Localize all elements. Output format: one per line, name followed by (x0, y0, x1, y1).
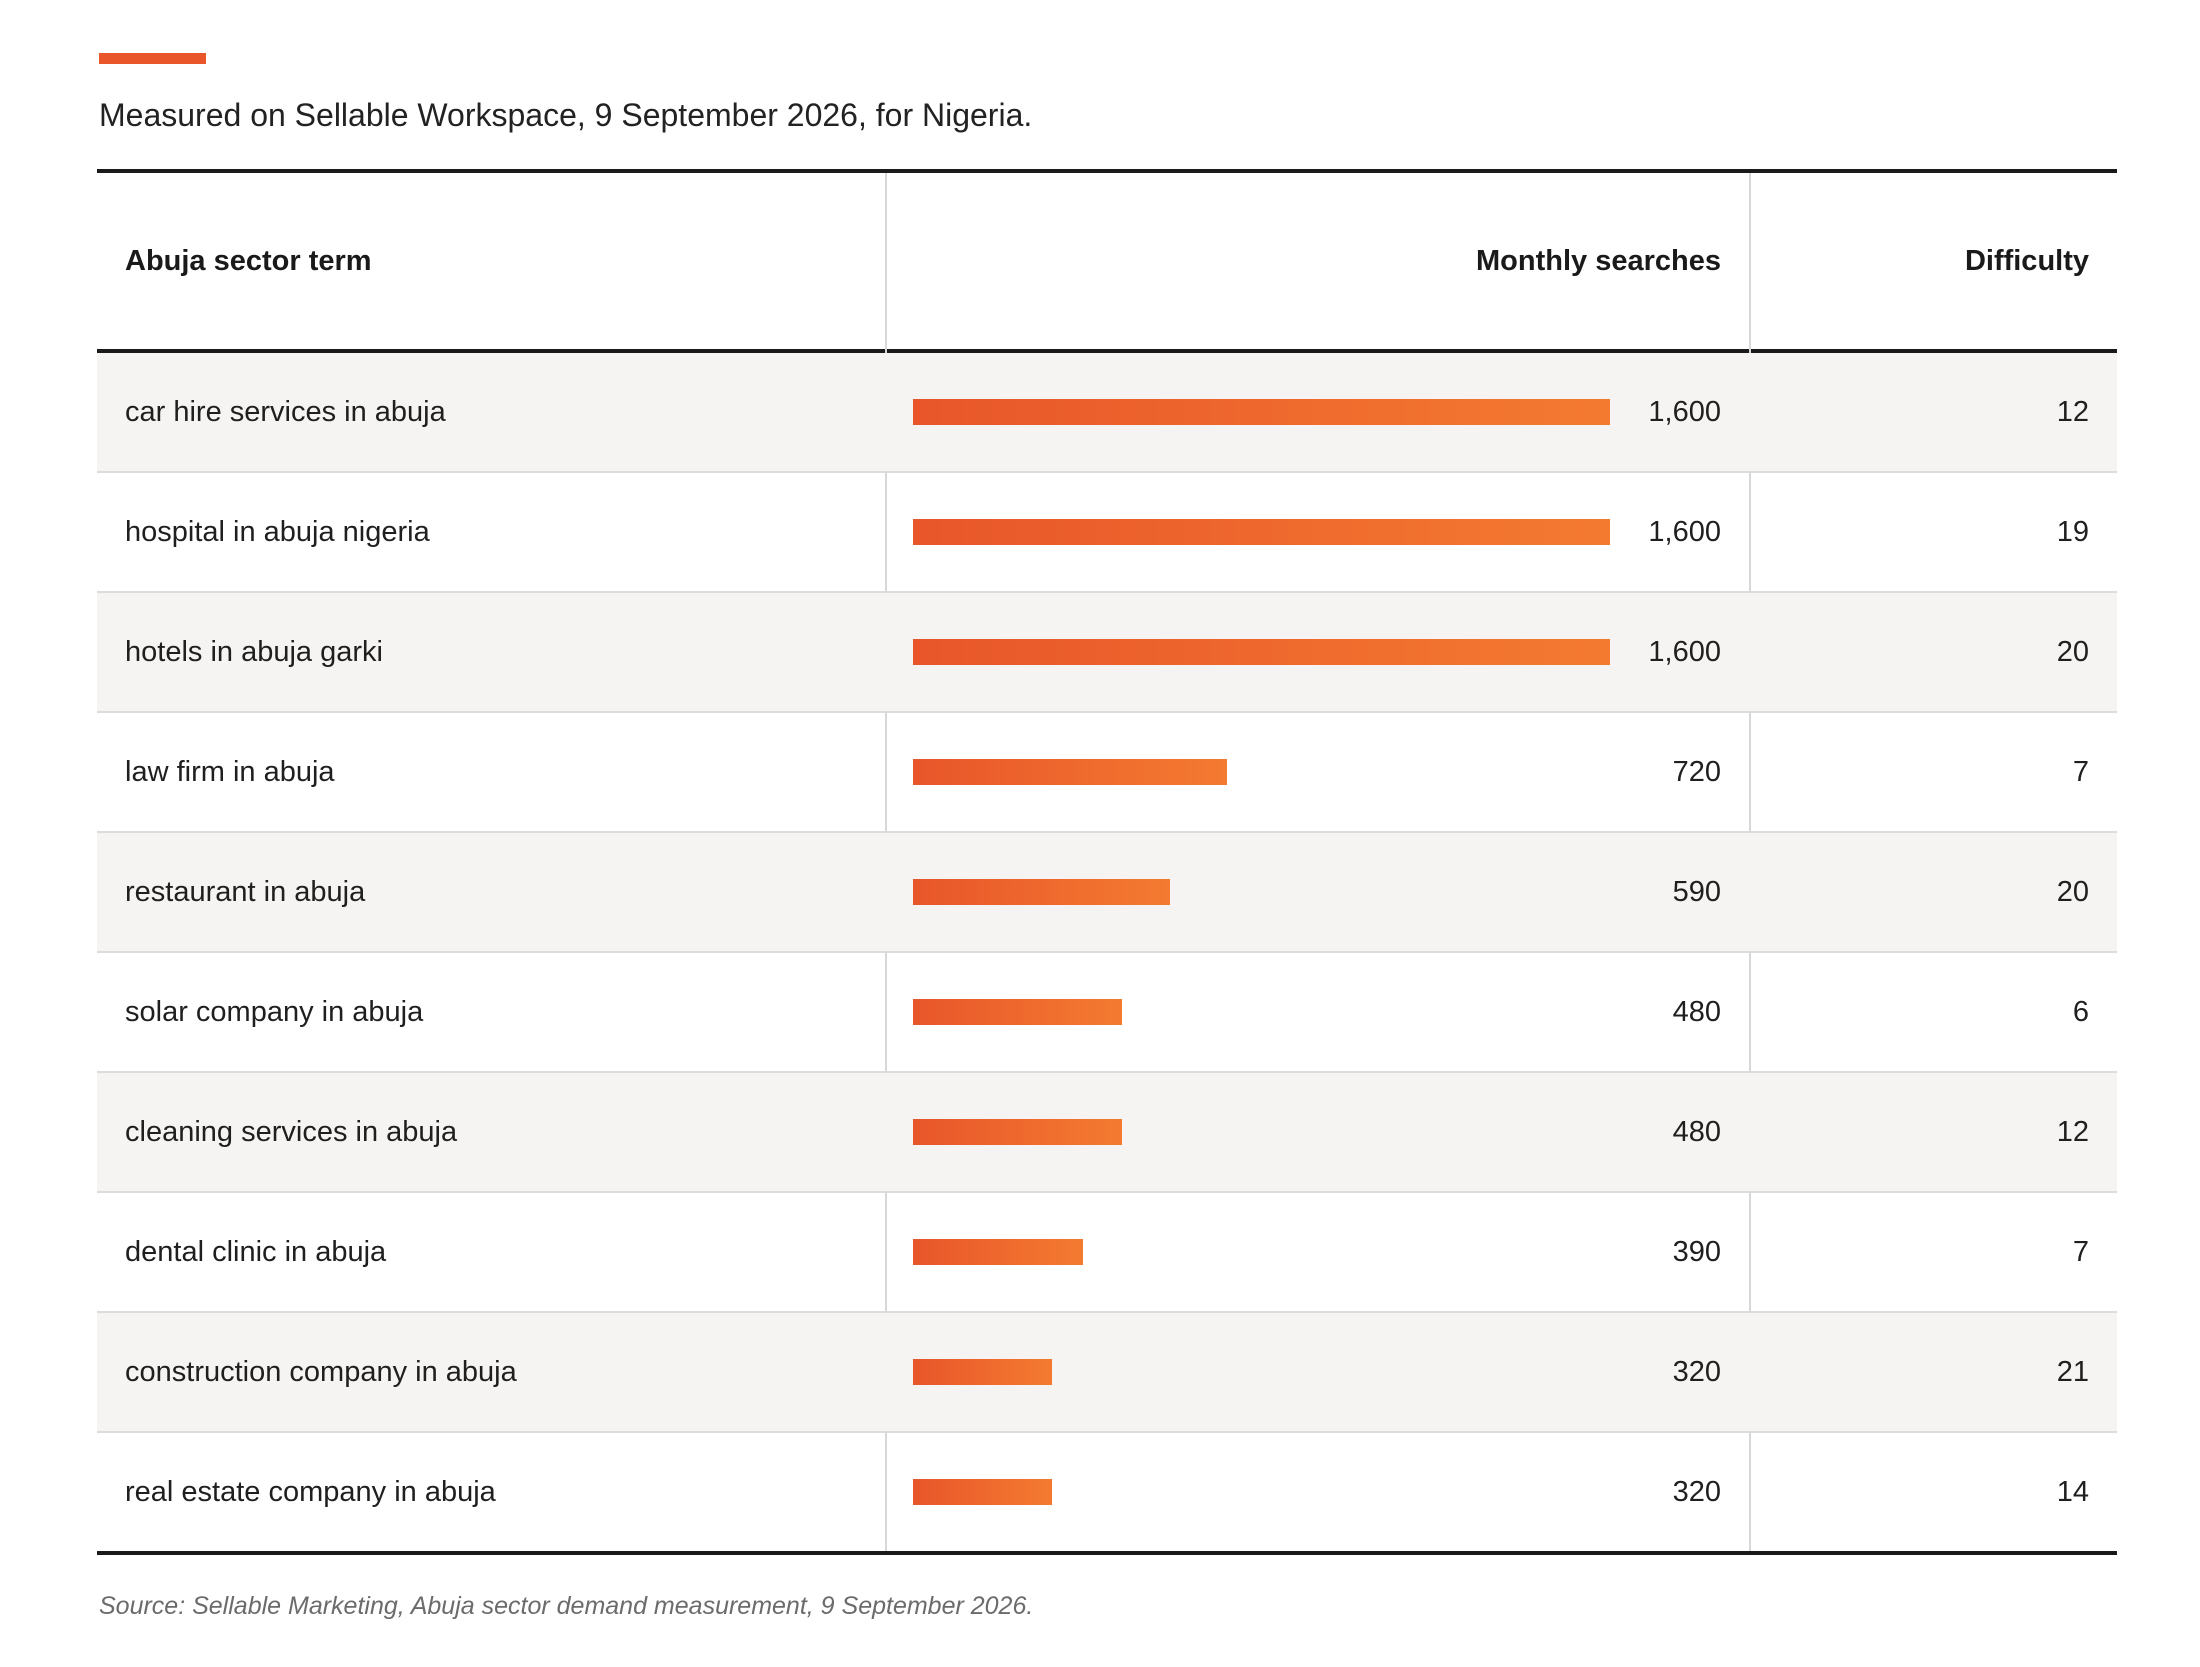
searches-bar (913, 1479, 1052, 1505)
column-header-difficulty: Difficulty (1964, 244, 2089, 277)
difficulty-value: 20 (2056, 635, 2089, 668)
term-cell: real estate company in abuja (125, 1475, 496, 1508)
difficulty-value: 21 (2056, 1355, 2089, 1388)
difficulty-value: 12 (2056, 395, 2089, 428)
table-row: car hire services in abuja 1,600 12 (97, 353, 2117, 473)
searches-value: 1,600 (1648, 635, 1721, 668)
difficulty-value: 19 (2056, 515, 2089, 548)
searches-bar (913, 1359, 1052, 1385)
table-row: construction company in abuja 320 21 (97, 1313, 2117, 1433)
table-row: restaurant in abuja 590 20 (97, 833, 2117, 953)
source-note: Source: Sellable Marketing, Abuja sector… (99, 1592, 1034, 1620)
chart-subtitle: Measured on Sellable Workspace, 9 Septem… (99, 97, 1033, 133)
term-cell: law firm in abuja (125, 755, 335, 788)
table-row: law firm in abuja 720 7 (97, 713, 2117, 833)
term-cell: solar company in abuja (125, 995, 424, 1028)
searches-value: 720 (1672, 755, 1721, 788)
term-cell: cleaning services in abuja (125, 1115, 458, 1148)
searches-bar (913, 639, 1610, 665)
searches-value: 590 (1672, 875, 1721, 908)
difficulty-value: 7 (2072, 755, 2089, 788)
searches-bar (913, 399, 1610, 425)
searches-value: 1,600 (1648, 395, 1721, 428)
difficulty-value: 12 (2056, 1115, 2089, 1148)
searches-bar (913, 879, 1170, 905)
table-row: cleaning services in abuja 480 12 (97, 1073, 2117, 1193)
searches-value: 390 (1672, 1235, 1721, 1268)
term-cell: construction company in abuja (125, 1355, 517, 1388)
difficulty-value: 20 (2056, 875, 2089, 908)
searches-bar (913, 519, 1610, 545)
table-header-row: Abuja sector term Monthly searches Diffi… (97, 173, 2117, 349)
searches-value: 320 (1672, 1355, 1721, 1388)
table-row: dental clinic in abuja 390 7 (97, 1193, 2117, 1313)
column-header-searches: Monthly searches (1476, 244, 1721, 277)
table-row: hospital in abuja nigeria 1,600 19 (97, 473, 2117, 593)
table-header-rule (97, 349, 2117, 353)
difficulty-value: 7 (2072, 1235, 2089, 1268)
searches-bar (913, 1239, 1083, 1265)
term-cell: car hire services in abuja (125, 395, 446, 428)
term-cell: hotels in abuja garki (125, 635, 383, 668)
column-header-term: Abuja sector term (125, 244, 372, 277)
searches-bar (913, 1119, 1122, 1145)
difficulty-value: 6 (2072, 995, 2089, 1028)
difficulty-value: 14 (2056, 1475, 2089, 1508)
term-cell: dental clinic in abuja (125, 1235, 387, 1268)
accent-rule (99, 53, 206, 64)
term-cell: hospital in abuja nigeria (125, 515, 430, 548)
searches-value: 480 (1672, 1115, 1721, 1148)
table-row: solar company in abuja 480 6 (97, 953, 2117, 1073)
searches-value: 320 (1672, 1475, 1721, 1508)
table-bottom-rule (97, 1551, 2117, 1555)
term-cell: restaurant in abuja (125, 875, 366, 908)
table-row: real estate company in abuja 320 14 (97, 1433, 2117, 1553)
searches-bar (913, 999, 1122, 1025)
searches-value: 1,600 (1648, 515, 1721, 548)
searches-bar (913, 759, 1227, 785)
searches-value: 480 (1672, 995, 1721, 1028)
table-top-rule (97, 169, 2117, 173)
table-row: hotels in abuja garki 1,600 20 (97, 593, 2117, 713)
